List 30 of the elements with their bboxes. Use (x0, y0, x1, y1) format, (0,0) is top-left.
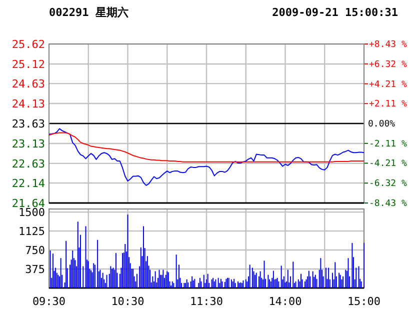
y-tick-label: 24.63 (12, 78, 45, 91)
y-tick-label: 25.62 (12, 38, 45, 51)
y-tick-label: 750 (25, 244, 45, 258)
y2-tick-label: -8.43 % (369, 199, 408, 209)
y2-tick-label: -2.11 % (369, 139, 408, 150)
y2-tick-label: 0.00% (368, 120, 396, 130)
y-tick-label: 1125 (18, 225, 45, 238)
y-tick-label: 375 (25, 263, 45, 276)
x-tick-label: 09:30 (32, 295, 66, 308)
y-tick-label: 24.13 (12, 98, 45, 111)
chart-title: 002291 星期六 (49, 6, 128, 19)
y-tick-label: 22.63 (12, 157, 45, 170)
y-tick-label: 23.63 (12, 118, 45, 130)
x-tick-label: 15:00 (347, 295, 381, 308)
line-series (48, 128, 364, 186)
chart-subtitle: 2009-09-21 15:00:31 (272, 6, 398, 19)
y2-tick-label: -6.32 % (369, 179, 408, 190)
line-series (48, 132, 364, 162)
y-tick-label: 1500 (18, 206, 45, 220)
x-tick-label: 14:00 (268, 295, 302, 308)
y2-tick-label: +6.32 % (369, 60, 408, 70)
y2-tick-label: +8.43 % (369, 40, 408, 50)
y2-tick-label: +2.11 % (369, 100, 408, 110)
y-tick-label: 22.14 (12, 177, 46, 190)
x-tick-label: 11:30 (190, 295, 224, 308)
y2-tick-label: +4.21 % (369, 80, 408, 90)
y-tick-label: 25.12 (12, 58, 45, 71)
y2-tick-label: -4.21 % (369, 159, 408, 170)
y-tick-label: 23.13 (12, 137, 45, 150)
x-tick-label: 10:30 (111, 295, 144, 308)
